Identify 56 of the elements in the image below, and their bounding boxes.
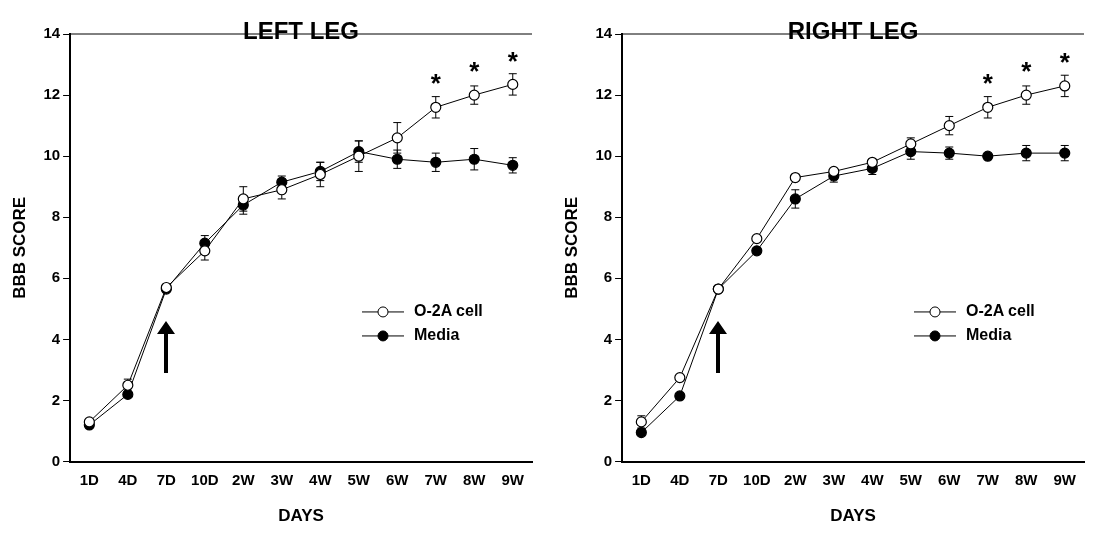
x-tick-label: 5W xyxy=(899,470,923,488)
annotation: * xyxy=(1059,47,1071,78)
x-tick-label: 10D xyxy=(191,470,219,488)
y-tick-label: 14 xyxy=(595,24,613,42)
x-axis-title: DAYS xyxy=(278,506,324,526)
x-tick-label: 9W xyxy=(501,470,525,488)
y-tick-label: 6 xyxy=(51,268,61,286)
x-tick-label: 3W xyxy=(270,470,294,488)
x-tick-label: 8W xyxy=(463,470,487,488)
x-tick-label: 2W xyxy=(784,470,808,488)
legend-label: Media xyxy=(966,326,1012,344)
y-tick-label: 10 xyxy=(595,146,613,164)
x-tick-label: 6W xyxy=(938,470,962,488)
annotation: * xyxy=(507,45,519,76)
x-tick-label: 4W xyxy=(861,470,885,488)
y-axis-title: BBB SCORE xyxy=(561,196,581,299)
x-tick-label: 7W xyxy=(424,470,448,488)
x-tick-label: 9W xyxy=(1053,470,1077,488)
x-tick-label: 2W xyxy=(232,470,256,488)
x-tick-label: 8W xyxy=(1015,470,1039,488)
y-tick-label: 2 xyxy=(51,390,61,408)
x-tick-label: 7D xyxy=(156,470,177,488)
y-tick-label: 10 xyxy=(43,146,61,164)
x-tick-label: 7W xyxy=(976,470,1000,488)
y-tick-label: 4 xyxy=(603,329,613,347)
legend-label: O-2A cell xyxy=(966,302,1035,320)
annotation: * xyxy=(982,68,994,99)
x-tick-label: 1D xyxy=(79,470,100,488)
chart-title: RIGHT LEG xyxy=(787,16,919,44)
x-tick-label: 3W xyxy=(822,470,846,488)
x-axis-title: DAYS xyxy=(830,506,876,526)
legend-label: Media xyxy=(414,326,460,344)
y-tick-label: 8 xyxy=(51,207,61,225)
y-axis-title: BBB SCORE xyxy=(9,196,29,299)
annotation: * xyxy=(430,68,442,99)
legend-label: O-2A cell xyxy=(414,302,483,320)
y-tick-label: 4 xyxy=(51,329,61,347)
x-tick-label: 5W xyxy=(347,470,371,488)
x-tick-label: 7D xyxy=(708,470,729,488)
x-tick-label: 6W xyxy=(386,470,410,488)
chart-title: LEFT LEG xyxy=(243,16,360,44)
y-tick-label: 0 xyxy=(603,451,613,469)
y-tick-label: 14 xyxy=(43,24,61,42)
y-tick-label: 12 xyxy=(595,85,613,103)
y-tick-label: 0 xyxy=(51,451,61,469)
y-tick-label: 6 xyxy=(603,268,613,286)
annotation: * xyxy=(1021,56,1033,87)
annotation: * xyxy=(469,56,481,87)
y-tick-label: 12 xyxy=(43,85,61,103)
x-tick-label: 1D xyxy=(631,470,652,488)
y-tick-label: 2 xyxy=(603,390,613,408)
x-tick-label: 4W xyxy=(309,470,333,488)
y-tick-label: 8 xyxy=(603,207,613,225)
x-tick-label: 4D xyxy=(670,470,690,488)
x-tick-label: 10D xyxy=(743,470,771,488)
x-tick-label: 4D xyxy=(118,470,138,488)
